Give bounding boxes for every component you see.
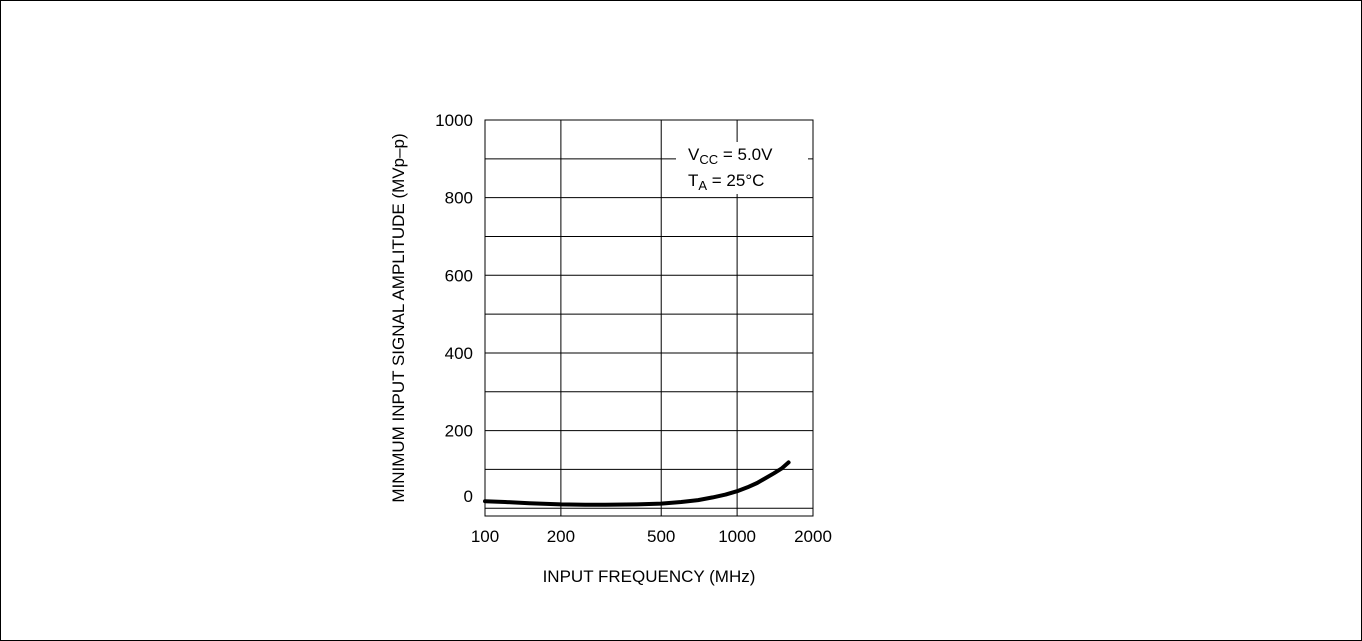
x-tick-label: 500 (647, 527, 675, 546)
annotation-ta: TA = 25°C (688, 171, 764, 193)
x-axis-label: INPUT FREQUENCY (MHz) (543, 567, 756, 586)
x-tick-label: 200 (547, 527, 575, 546)
y-tick-label: 1000 (435, 111, 473, 130)
x-tick-labels: 100 200 500 1000 2000 (471, 527, 832, 546)
x-tick-label: 1000 (718, 527, 756, 546)
y-tick-label: 600 (445, 266, 473, 285)
y-tick-labels: 0 200 400 600 800 1000 (435, 111, 473, 506)
y-tick-label: 800 (445, 189, 473, 208)
y-tick-label: 0 (464, 487, 473, 506)
annotation-vcc: VCC = 5.0V (688, 145, 773, 167)
y-tick-label: 200 (445, 422, 473, 441)
x-tick-label: 100 (471, 527, 499, 546)
series-line (483, 460, 791, 507)
plot-border (484, 119, 814, 517)
x-tick-label: 2000 (794, 527, 832, 546)
annotation-background (676, 142, 808, 194)
y-axis-label: MINIMUM INPUT SIGNAL AMPLITUDE (MVp–p) (389, 133, 408, 502)
y-tick-label: 400 (445, 344, 473, 363)
